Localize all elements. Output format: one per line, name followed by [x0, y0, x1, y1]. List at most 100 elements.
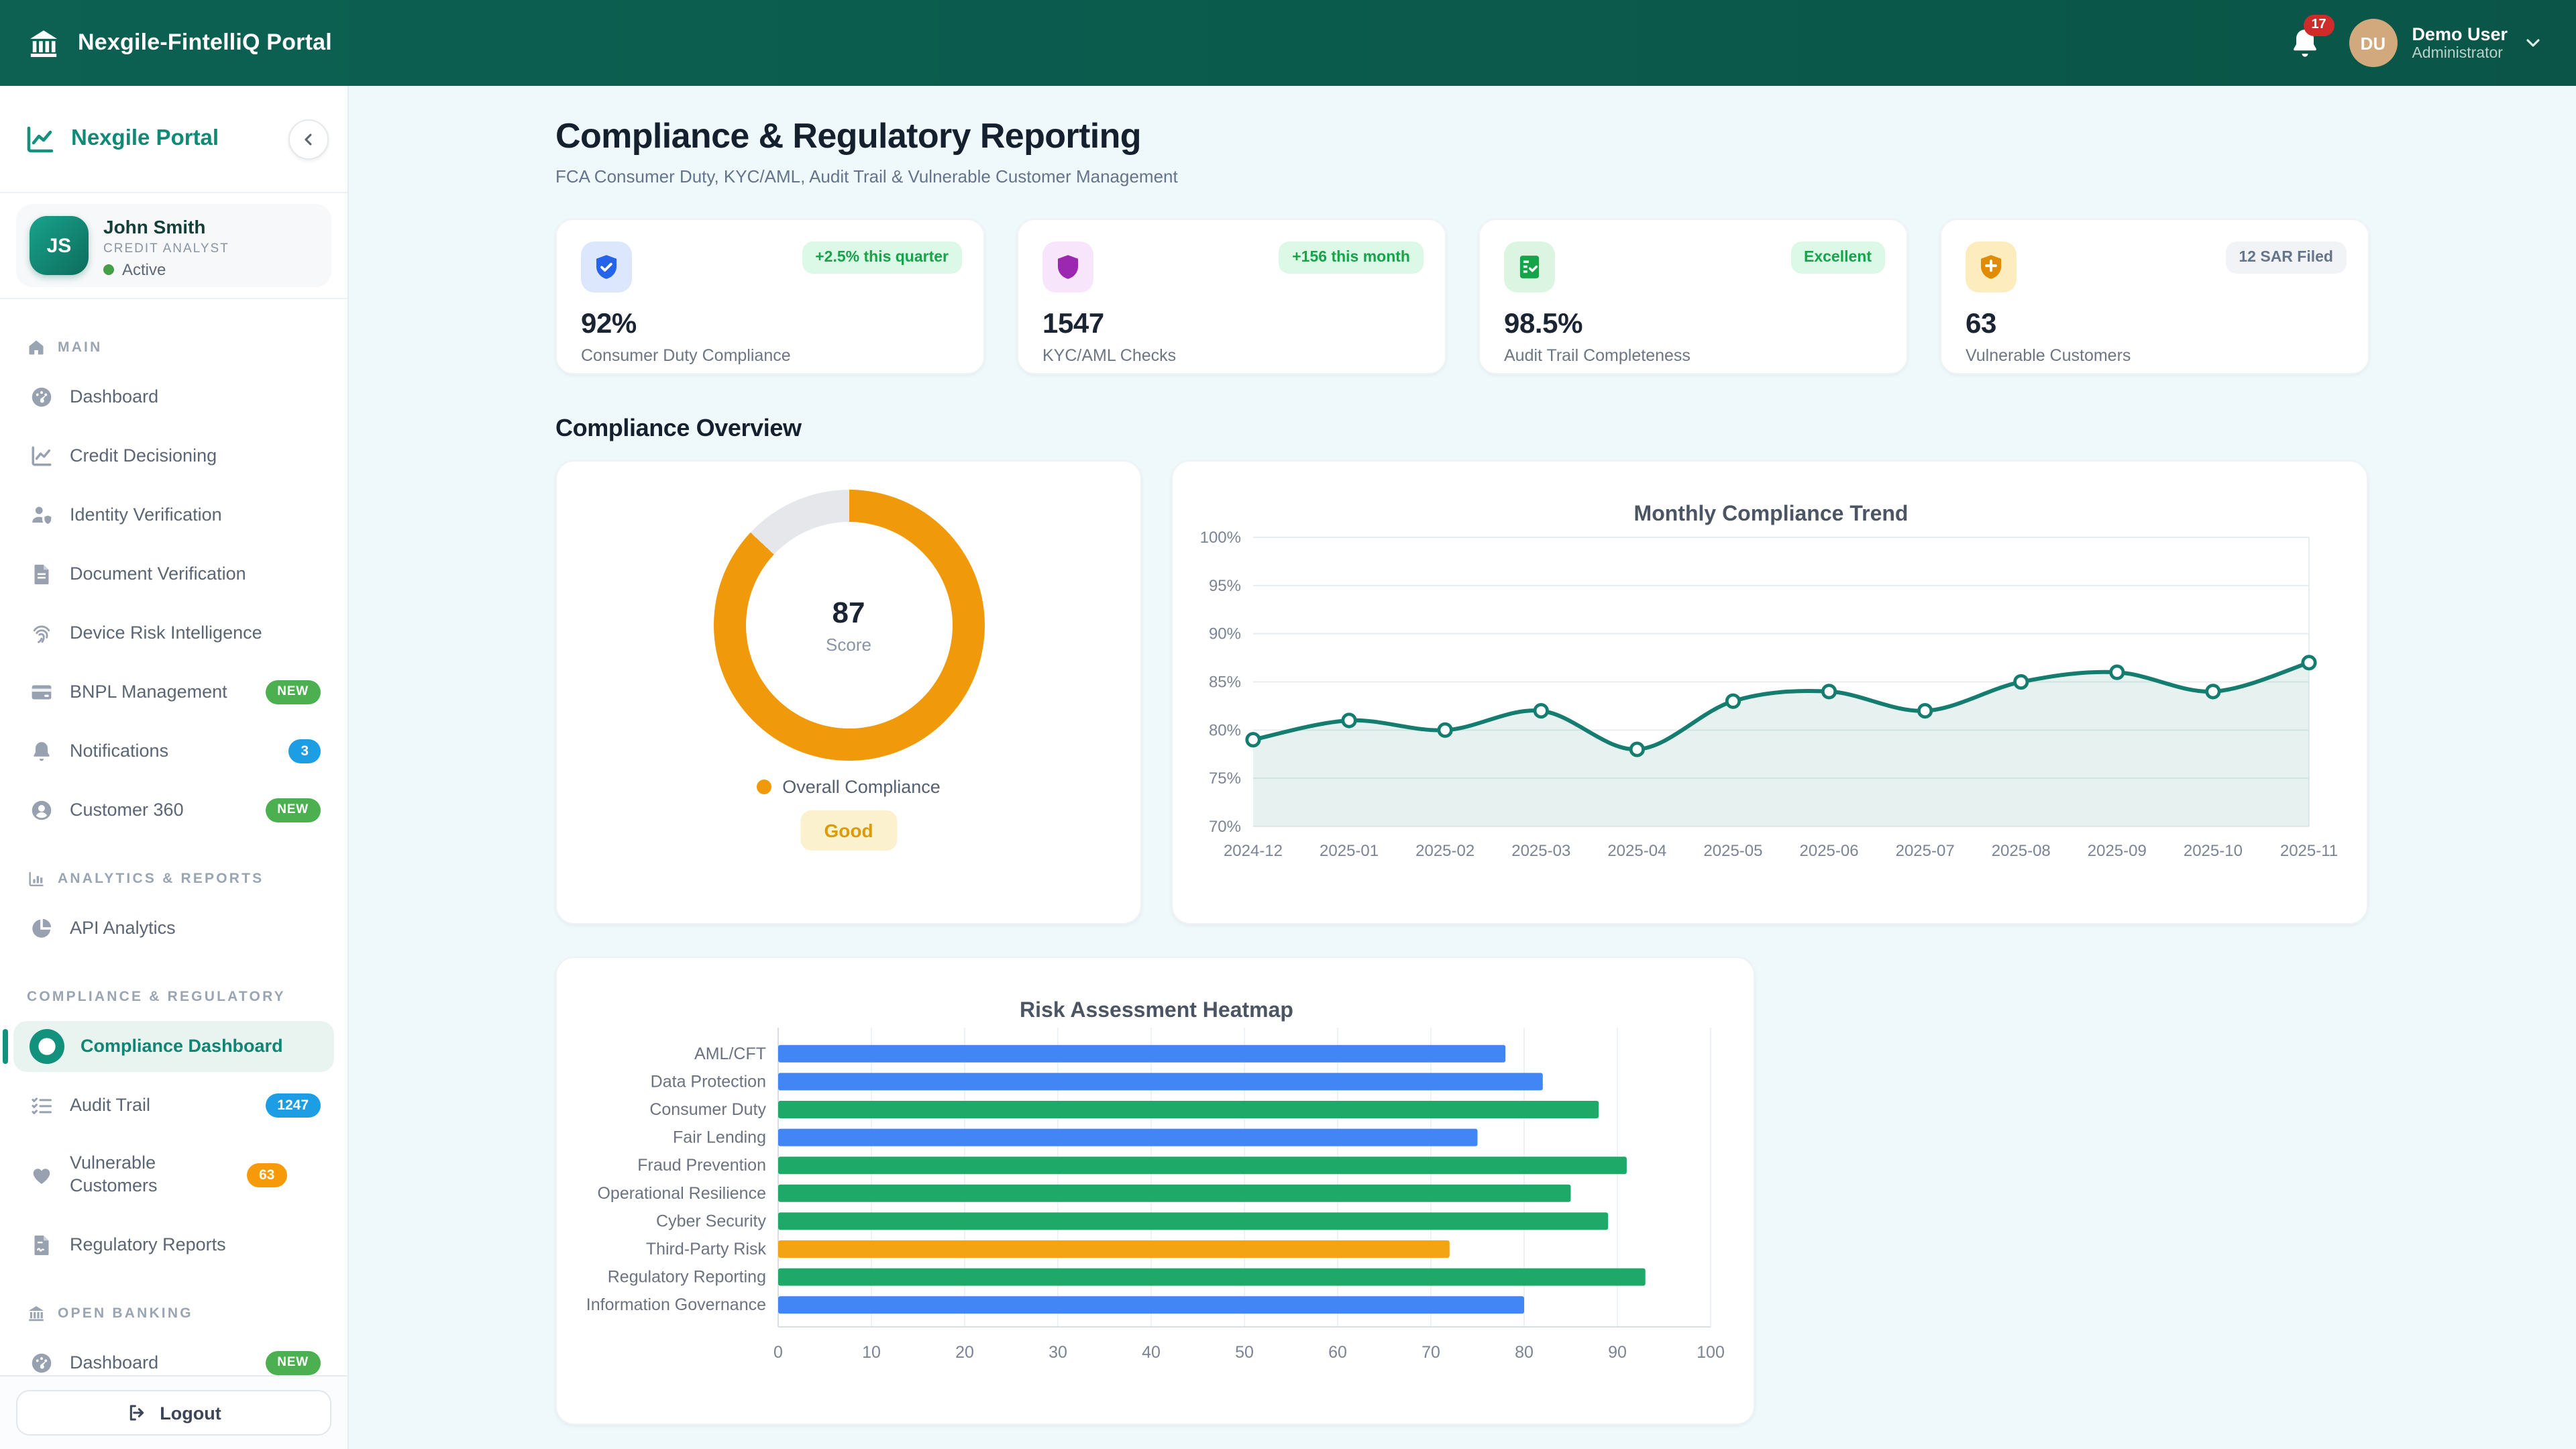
data-point-2025-04 [1629, 741, 1645, 757]
avatar: DU [2349, 19, 2398, 67]
stat-card-kyc-aml-checks: +156 this month 1547 KYC/AML Checks [1017, 219, 1446, 374]
sidebar-user-status: Active [103, 260, 229, 279]
sidebar-item-identity-verification[interactable]: Identity Verification [13, 490, 334, 541]
sidebar-item-label: BNPL Management [70, 681, 227, 702]
sidebar-item-notifications[interactable]: Notifications 3 [13, 726, 334, 777]
stat-label: Audit Trail Completeness [1504, 346, 1690, 365]
sidebar-item-label: Identity Verification [70, 504, 222, 525]
sidebar-item-badge: 63 [247, 1163, 287, 1188]
stat-label: Consumer Duty Compliance [581, 346, 791, 365]
sidebar-item-label: Dashboard [70, 1352, 159, 1373]
stat-label: Vulnerable Customers [1966, 346, 2131, 365]
x-tick-label: 2024-12 [1224, 842, 1283, 860]
data-point-2025-01 [1341, 712, 1357, 729]
bell-icon [30, 739, 54, 763]
gauge-icon [30, 385, 54, 409]
sidebar-item-dashboard[interactable]: Dashboard [13, 372, 334, 423]
data-point-2025-09 [2109, 664, 2125, 680]
category-label-operational-resilience: Operational Resilience [597, 1184, 766, 1203]
heart-icon [30, 1163, 54, 1187]
bar-chart-icon [27, 869, 46, 888]
sidebar-item-api-analytics[interactable]: API Analytics [13, 903, 334, 954]
sidebar-user-card: JS John Smith CREDIT ANALYST Active [16, 204, 331, 287]
page-subtitle: FCA Consumer Duty, KYC/AML, Audit Trail … [555, 166, 1178, 186]
shield-plus-icon [1966, 241, 2017, 292]
sidebar-item-label: Notifications [70, 740, 169, 761]
data-point-2025-10 [2205, 684, 2221, 700]
sidebar-item-label: Dashboard [70, 386, 159, 407]
sidebar-item-label: Device Risk Intelligence [70, 622, 262, 643]
sidebar-item-compliance-dashboard[interactable]: Compliance Dashboard [3, 1021, 334, 1072]
sidebar-item-bnpl-management[interactable]: BNPL Management NEW [13, 667, 334, 718]
x-tick-label: 30 [1049, 1343, 1067, 1362]
stat-value: 98.5% [1504, 309, 1583, 339]
legend-dot [757, 780, 772, 794]
x-tick-label: 0 [773, 1343, 783, 1362]
user-circle-icon [30, 798, 54, 822]
active-indicator [3, 1029, 8, 1064]
category-label-information-governance: Information Governance [586, 1295, 766, 1314]
stat-trend-badge: 12 SAR Filed [2225, 241, 2347, 274]
chart-line-icon [24, 123, 56, 155]
sidebar-item-label: Document Verification [70, 563, 246, 584]
stat-value: 63 [1966, 309, 1996, 339]
category-label-aml-cft: AML/CFT [694, 1044, 766, 1063]
risk-assessment-heatmap-chart: Risk Assessment Heatmap 0 10 20 30 40 50 60 70 80… [586, 998, 1725, 1362]
sidebar-item-regulatory-reports[interactable]: Regulatory Reports [13, 1220, 334, 1271]
category-label-cyber-security: Cyber Security [656, 1212, 766, 1230]
category-label-fair-lending: Fair Lending [673, 1128, 766, 1147]
stat-trend-badge: +2.5% this quarter [802, 241, 962, 274]
stat-value: 92% [581, 309, 637, 339]
sidebar-item-customer-360[interactable]: Customer 360 NEW [13, 785, 334, 836]
data-point-2025-02 [1437, 722, 1453, 738]
bar-aml-cft [778, 1044, 1506, 1063]
sidebar-section-label: MAIN [58, 339, 103, 356]
donut-legend: Overall Compliance [557, 777, 1140, 797]
file-signature-icon [30, 1233, 54, 1257]
user-menu[interactable]: DU Demo User Administrator [2349, 19, 2544, 67]
fingerprint-icon [30, 621, 54, 645]
sidebar-item-document-verification[interactable]: Document Verification [13, 549, 334, 600]
chart-title: Monthly Compliance Trend [1634, 501, 1909, 525]
bank-icon [27, 1304, 46, 1323]
sidebar-user-role: CREDIT ANALYST [103, 241, 229, 256]
shield-check-icon [581, 241, 632, 292]
sidebar-item-audit-trail[interactable]: Audit Trail 1247 [13, 1080, 334, 1131]
bar-cyber-security [778, 1212, 1609, 1230]
sidebar-item-device-risk-intelligence[interactable]: Device Risk Intelligence [13, 608, 334, 659]
sidebar-item-vulnerable-customers[interactable]: Vulnerable Customers 63 [13, 1139, 334, 1212]
notifications-count-badge: 17 [2303, 15, 2334, 36]
sidebar-item-credit-decisioning[interactable]: Credit Decisioning [13, 431, 334, 482]
sidebar-section-label: COMPLIANCE & REGULATORY [27, 989, 286, 1005]
bar-third-party-risk [778, 1240, 1450, 1258]
app-brand: Nexgile-FintelliQ Portal [27, 26, 332, 60]
sidebar-item-label: API Analytics [70, 917, 176, 938]
logout-button[interactable]: Logout [16, 1390, 331, 1436]
sidebar-user-block: JS John Smith CREDIT ANALYST Active [0, 193, 347, 299]
y-tick-label: 95% [1209, 577, 1241, 595]
monthly-compliance-trend-card: Monthly Compliance Trend 100% 95% 90% 85% 80%… [1171, 460, 2368, 924]
sidebar-collapse-button[interactable] [288, 119, 329, 159]
shield-icon [1042, 241, 1093, 292]
stat-card-consumer-duty-compliance: +2.5% this quarter 92% Consumer Duty Compl… [555, 219, 985, 374]
bar-fair-lending [778, 1128, 1478, 1146]
trend-line [1251, 660, 2311, 752]
sidebar-section-label: OPEN BANKING [58, 1305, 193, 1322]
x-tick-label: 100 [1697, 1343, 1725, 1362]
home-icon [27, 338, 46, 357]
chevron-left-icon [299, 129, 318, 148]
x-tick-label: 2025-09 [2088, 842, 2147, 860]
sidebar-footer: Logout [0, 1375, 347, 1449]
sidebar-section-main: MAIN [0, 337, 347, 358]
sidebar-item-badge: 1247 [265, 1093, 321, 1118]
stats-row: +2.5% this quarter 92% Consumer Duty Compl… [555, 219, 2369, 374]
sidebar: Nexgile Portal JS John Smith CREDIT ANAL… [0, 86, 349, 1449]
area-fill [1253, 662, 2309, 826]
sidebar-item-badge: NEW [265, 798, 321, 822]
sidebar-item-dashboard[interactable]: Dashboard NEW [13, 1338, 334, 1375]
notifications-button[interactable]: 17 [2287, 15, 2334, 60]
data-point-2025-05 [1725, 693, 1741, 709]
x-tick-label: 10 [862, 1343, 881, 1362]
avatar: JS [30, 216, 89, 275]
